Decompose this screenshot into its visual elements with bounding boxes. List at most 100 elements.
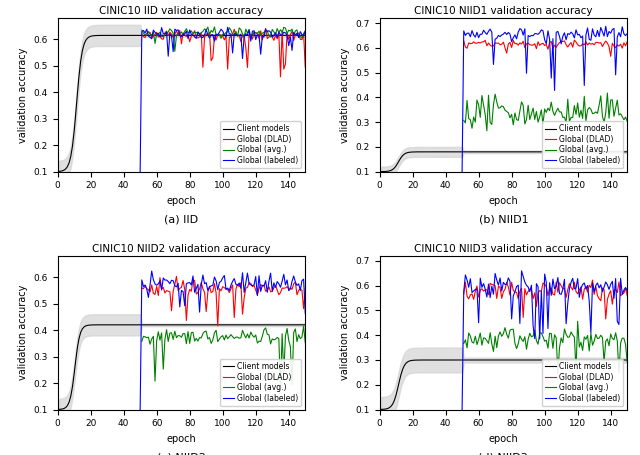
Line: Global (DLAD): Global (DLAD) (464, 40, 627, 56)
Global (labeled) (136, 169, 144, 174)
Global (DLAD) (252, 30, 260, 36)
Client models (460, 149, 468, 155)
Client models (154, 33, 162, 38)
Y-axis label: validation accuracy: validation accuracy (18, 285, 28, 380)
Global (DLAD) (582, 39, 590, 45)
Client models (138, 322, 146, 328)
Legend: Client models, Global (DLAD), Global (avg.), Global (labeled): Client models, Global (DLAD), Global (av… (541, 359, 623, 406)
Global (DLAD) (252, 287, 260, 293)
Client models (476, 149, 484, 155)
Global (labeled) (475, 320, 483, 325)
Global (DLAD) (557, 283, 565, 288)
Global (DLAD) (148, 282, 156, 288)
Global (labeled) (623, 31, 631, 36)
Global (avg.) (582, 337, 590, 342)
Client models (186, 33, 193, 38)
Global (avg.) (534, 342, 542, 347)
Line: Client models: Client models (381, 152, 627, 172)
Global (avg.) (470, 340, 477, 346)
Global (labeled) (259, 33, 266, 39)
Global (avg.) (574, 100, 582, 106)
Legend: Client models, Global (DLAD), Global (avg.), Global (labeled): Client models, Global (DLAD), Global (av… (220, 359, 301, 406)
Client models (549, 149, 557, 155)
Global (labeled) (547, 76, 555, 81)
Global (labeled) (458, 407, 466, 412)
Global (labeled) (580, 83, 588, 88)
Client models (378, 169, 385, 174)
Client models (138, 33, 146, 38)
Line: Global (DLAD): Global (DLAD) (142, 29, 305, 77)
Client models (227, 322, 235, 328)
Global (avg.) (148, 336, 156, 342)
Global (DLAD) (177, 41, 185, 46)
X-axis label: epoch: epoch (166, 196, 196, 206)
Global (avg.) (148, 32, 156, 38)
Line: Global (avg.): Global (avg.) (142, 27, 305, 51)
Global (avg.) (557, 335, 565, 341)
Global (labeled) (225, 31, 233, 37)
Global (avg.) (534, 119, 542, 125)
Line: Global (DLAD): Global (DLAD) (142, 277, 305, 326)
Client models (518, 149, 525, 155)
Global (avg.) (500, 104, 508, 109)
Global (avg.) (212, 32, 220, 38)
Client models (301, 322, 309, 328)
Global (labeled) (516, 321, 524, 326)
Line: Client models: Client models (60, 325, 305, 410)
Client models (458, 149, 466, 155)
Global (labeled) (506, 278, 514, 284)
Line: Global (labeled): Global (labeled) (140, 27, 305, 172)
Global (avg.) (260, 30, 268, 35)
Y-axis label: validation accuracy: validation accuracy (340, 285, 350, 380)
Client models (56, 169, 63, 174)
Global (DLAD) (623, 39, 631, 45)
Global (DLAD) (301, 64, 309, 70)
Global (DLAD) (260, 283, 268, 288)
Global (labeled) (194, 282, 202, 287)
Text: (d) NIID3: (d) NIID3 (479, 452, 528, 455)
Title: CINIC10 NIID3 validation accuracy: CINIC10 NIID3 validation accuracy (414, 244, 593, 254)
Client models (186, 322, 193, 328)
Legend: Client models, Global (DLAD), Global (avg.), Global (labeled): Client models, Global (DLAD), Global (av… (541, 121, 623, 168)
Global (avg.) (623, 119, 631, 124)
Global (DLAD) (574, 291, 582, 297)
Global (labeled) (458, 169, 466, 174)
Global (labeled) (194, 29, 202, 35)
Global (DLAD) (534, 290, 542, 296)
Global (DLAD) (574, 42, 582, 47)
Client models (458, 357, 466, 363)
Global (labeled) (184, 36, 192, 41)
Global (avg.) (574, 318, 582, 324)
Global (avg.) (177, 29, 185, 35)
Global (DLAD) (236, 284, 243, 289)
Global (DLAD) (470, 297, 477, 302)
Global (DLAD) (623, 293, 631, 298)
Global (DLAD) (301, 285, 309, 291)
X-axis label: epoch: epoch (488, 434, 518, 444)
Client models (623, 357, 631, 363)
Client models (260, 33, 268, 38)
Legend: Client models, Global (DLAD), Global (avg.), Global (labeled): Client models, Global (DLAD), Global (av… (220, 121, 301, 168)
Client models (227, 33, 235, 38)
Global (avg.) (623, 359, 631, 364)
Global (DLAD) (148, 35, 156, 41)
Global (avg.) (177, 334, 185, 340)
Line: Global (DLAD): Global (DLAD) (464, 280, 627, 319)
Client models (301, 33, 309, 38)
Global (avg.) (301, 28, 309, 34)
Client models (136, 322, 144, 328)
Client models (136, 33, 144, 38)
Line: Client models: Client models (381, 360, 627, 410)
Global (labeled) (547, 293, 555, 298)
Global (labeled) (623, 288, 631, 293)
Y-axis label: validation accuracy: validation accuracy (18, 47, 28, 142)
Global (labeled) (225, 288, 233, 293)
Line: Global (labeled): Global (labeled) (462, 271, 627, 410)
Line: Global (avg.): Global (avg.) (142, 326, 305, 390)
Client models (460, 357, 468, 363)
Global (avg.) (236, 25, 243, 30)
Client models (196, 33, 204, 38)
Client models (260, 322, 268, 328)
Global (labeled) (506, 31, 514, 37)
Global (DLAD) (500, 289, 508, 294)
